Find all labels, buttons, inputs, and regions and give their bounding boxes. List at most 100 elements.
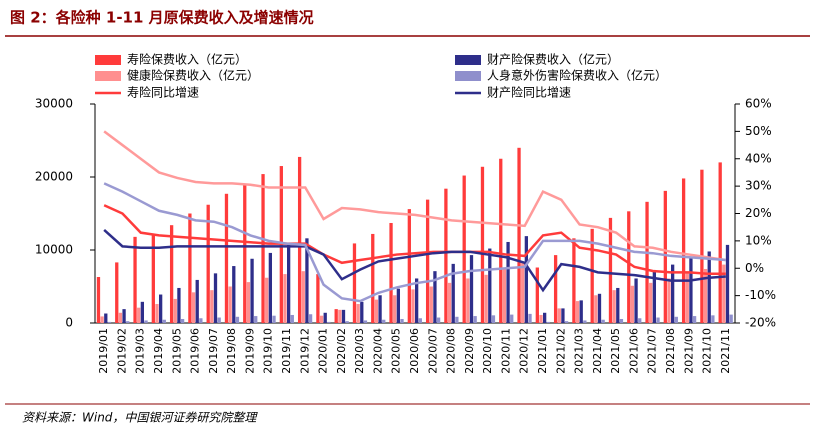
bar [608,217,613,323]
bar [663,190,667,323]
x-tick-label: 2021/09 [682,328,695,374]
bar [173,298,177,323]
bar [451,263,455,323]
bar [707,251,711,323]
bar [374,299,379,323]
legend-label: 人身意外伤害险保费收入（亿元） [487,68,667,83]
bar [122,309,126,323]
y-tick-label: 0 [65,316,73,330]
bar [338,309,342,323]
bar [429,286,433,323]
x-tick-label: 2020/05 [390,328,403,374]
bar [378,295,382,323]
x-tick-label: 2021/03 [573,328,586,374]
y2-tick-label: 50% [745,124,772,138]
bar [308,314,313,323]
bar [363,320,368,323]
bar [671,264,675,323]
x-tick-label: 2020/11 [499,328,512,374]
bar [729,314,733,323]
x-tick-label: 2019/10 [262,328,275,374]
bar [667,278,671,323]
x-tick-label: 2019/01 [97,328,110,374]
bar [579,300,583,323]
legend-swatch [95,71,121,81]
x-tick-label: 2019/11 [280,328,293,374]
bar [180,318,185,323]
bar [535,267,539,323]
bar [700,169,704,323]
y2-tick-label: 20% [745,206,772,220]
bar [254,316,258,323]
bar [151,233,155,323]
bar [213,273,218,323]
bar [638,318,642,323]
legend-label: 财产险保费收入（亿元） [487,52,619,67]
bar [510,314,514,323]
bar [521,263,525,323]
bar [499,158,503,323]
x-tick-label: 2021/02 [554,328,567,374]
bar [159,294,163,323]
line [103,204,726,275]
bar [411,289,415,323]
bar [433,271,437,323]
bar [118,312,123,323]
bar [290,314,294,323]
bar [718,162,722,323]
bar [155,304,159,323]
x-tick-label: 2020/10 [481,328,494,374]
bar [250,258,254,323]
bar [272,315,276,323]
bar [583,320,587,323]
y-tick-label: 30000 [35,97,73,111]
bar [484,274,488,323]
bar [627,211,631,323]
y-tick-label: 20000 [35,170,73,184]
bar [703,268,708,323]
bar [100,316,104,323]
bar [389,222,393,323]
source: 资料来源：Wind，中国银河证券研究院整理 [22,411,258,425]
bar [553,255,558,323]
bar [265,277,269,323]
legend-label: 寿险保费收入（亿元） [127,52,247,67]
bar [345,321,349,323]
bar [261,174,265,323]
bar [268,252,273,323]
y2-tick-label: -20% [745,316,776,330]
bar [137,307,141,323]
bar [217,317,221,323]
line [103,228,726,293]
y2-tick-label: -10% [745,288,776,302]
bar [681,178,686,323]
bar [162,319,166,323]
x-tick-label: 2020/07 [426,328,439,374]
y2-tick-label: 40% [745,151,772,165]
bar [305,238,309,323]
x-tick-label: 2021/05 [609,328,622,374]
bar [543,312,547,323]
bar [243,183,247,323]
bar [506,241,510,323]
y2-tick-label: 0% [745,261,764,275]
bar [191,292,196,323]
bar [436,317,441,323]
x-tick-label: 2019/12 [298,328,311,374]
bar [692,316,697,323]
bar [287,244,291,323]
bar [711,315,715,323]
bar [246,282,251,323]
bar [232,266,236,323]
bar [96,277,101,323]
bar [316,274,320,323]
bar [539,314,543,323]
bar [206,204,210,323]
bar [418,318,422,323]
bar [396,288,401,323]
x-tick-label: 2021/08 [664,328,677,374]
bar [561,308,565,323]
bar [126,321,130,323]
bar [199,318,203,323]
